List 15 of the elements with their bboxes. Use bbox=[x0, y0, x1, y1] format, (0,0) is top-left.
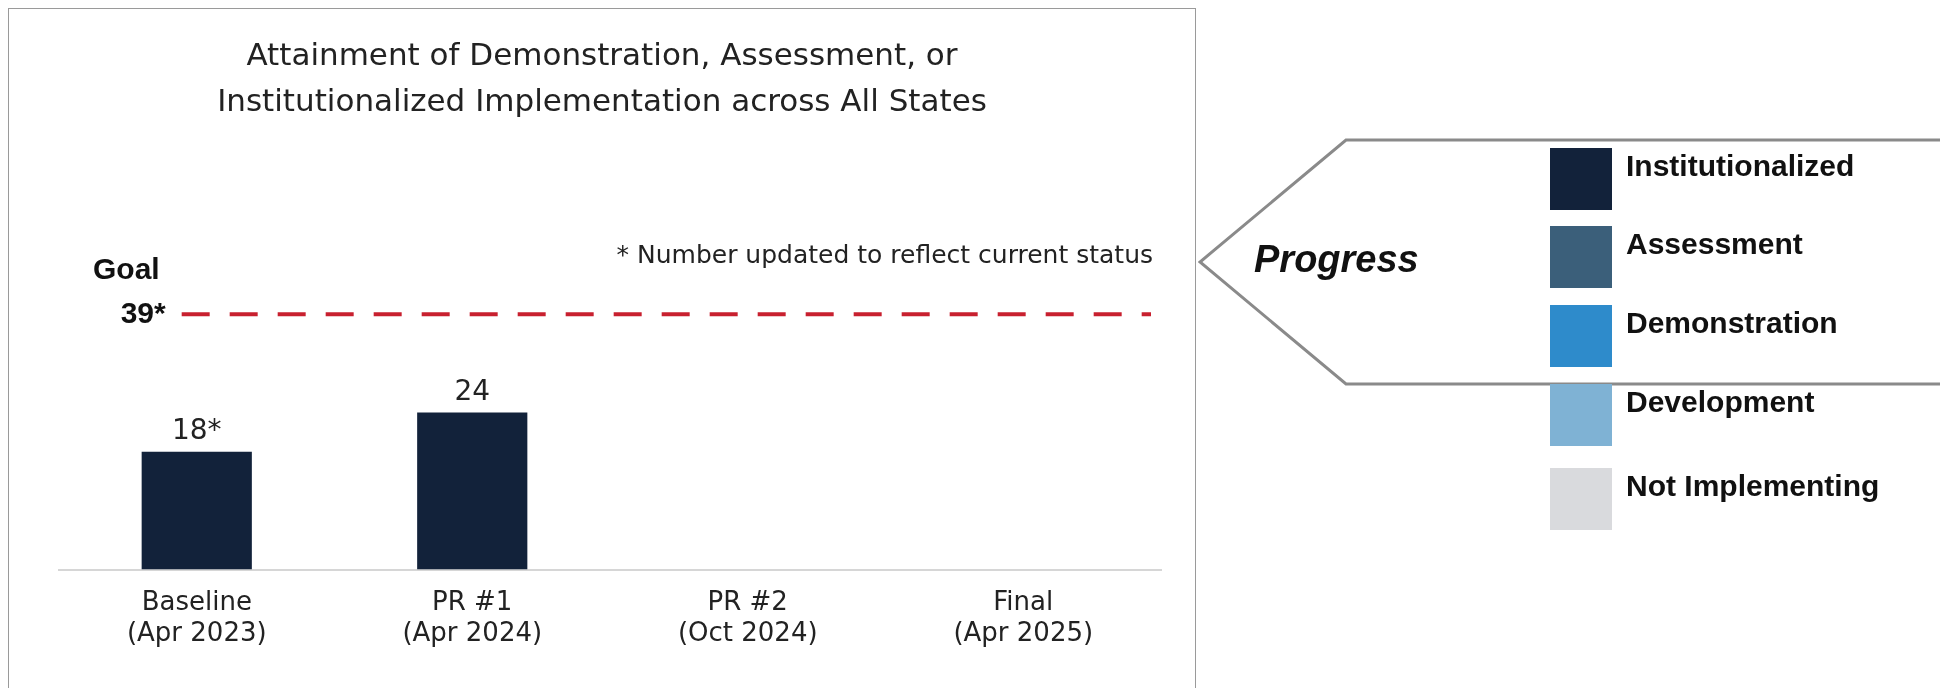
legend-label: Not Implementing bbox=[1626, 468, 1880, 504]
text: * Number updated to reflect current status bbox=[616, 239, 1153, 269]
data-label: 18* bbox=[171, 413, 222, 447]
legend-label: Institutionalized bbox=[1626, 148, 1855, 184]
ref-line-label: Goal 39* bbox=[93, 251, 166, 329]
legend-label: Demonstration bbox=[1626, 305, 1838, 341]
legend-title: Progress bbox=[1254, 238, 1419, 281]
x-tick-label: Final (Apr 2025) bbox=[953, 585, 1094, 648]
x-tick-label: PR #2 (Oct 2024) bbox=[677, 585, 818, 648]
x-tick-label: PR #1 (Apr 2024) bbox=[402, 585, 543, 648]
data-label: 24 bbox=[454, 373, 491, 407]
x-tick-label: Baseline (Apr 2023) bbox=[126, 585, 267, 648]
chart-title: Attainment of Demonstration, Assessment, or Institutionalized Implementation across All States bbox=[216, 35, 988, 120]
legend-label: Assessment bbox=[1626, 226, 1803, 262]
legend-label: Development bbox=[1626, 384, 1815, 420]
